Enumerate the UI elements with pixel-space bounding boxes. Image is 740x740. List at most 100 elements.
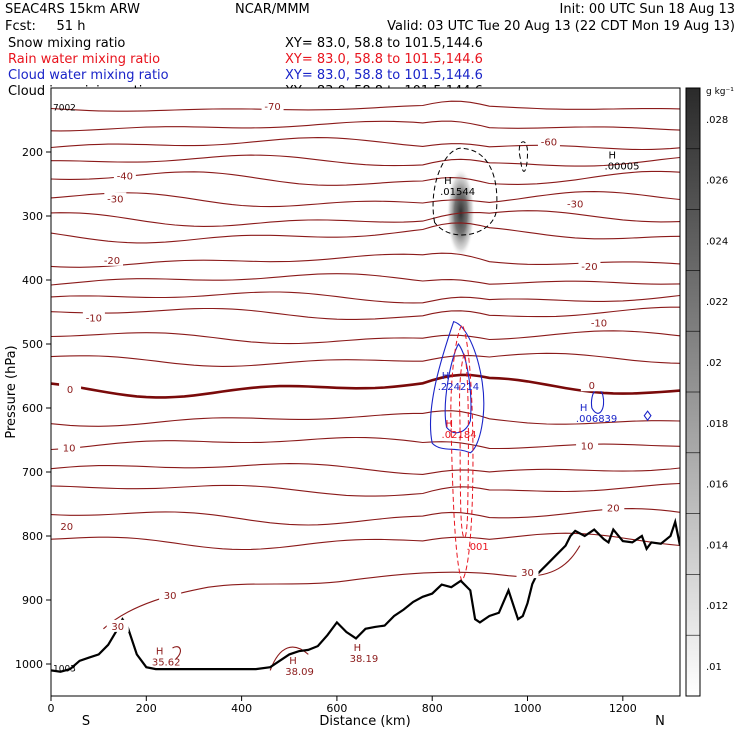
corner-label: 1003 [53,665,76,675]
y-tick-label: 400 [22,274,43,287]
field-cross-section-coords: XY= 83.0, 58.8 to 101.5,144.6 [285,36,483,51]
extremum-marker: H [580,403,588,414]
isotherm-line [51,210,680,227]
isotherm-line [51,273,680,286]
isotherm-label: 0 [67,385,73,396]
corner-label: 7002 [53,103,76,113]
isotherm-line [51,373,680,399]
y-tick-label: 600 [22,402,43,415]
colorbar-tick-label: .01 [706,662,722,673]
isotherm-line [51,482,680,497]
isotherm-label-bg [537,135,560,148]
isotherm-label-bg [113,169,136,182]
isotherm-line [51,137,680,151]
colorbar-tick-label: .012 [706,601,728,612]
x-axis-south-label: S [82,714,90,729]
plot-area [51,88,680,696]
isotherm-label-bg [564,197,587,210]
extremum-value: 38.09 [285,667,314,678]
extremum-value: 35.62 [152,657,181,668]
isotherm-label-bg [578,260,601,273]
header-valid-time: Valid: 03 UTC Tue 20 Aug 13 (22 CDT Mon … [387,19,735,34]
isotherm-label: -20 [581,262,597,273]
isotherm-line [51,222,680,244]
header-init-time: Init: 00 UTC Sun 18 Aug 13 [560,2,735,17]
field-cross-section-coords: XY= 83.0, 58.8 to 101.5,144.6 [285,68,483,83]
header-model-title: SEAC4RS 15km ARW [5,2,140,17]
x-axis-label: Distance (km) [319,714,410,729]
x-tick-label: 0 [48,702,55,715]
colorbar-tick-label: .028 [706,115,728,126]
cloud-water-contour [590,388,605,414]
isotherm-label-bg [580,379,603,392]
contour-annotations: -70 -60 -40 -30 -30 -20 -20 -10 -10 0 0 10 10 20 20 30 3… [53,100,640,678]
isotherm-line [51,306,680,320]
extremum-marker: H [609,150,617,161]
isotherm-label: 10 [581,441,594,452]
field-cross-section-coords: XY= 83.0, 58.8 to 101.5,144.6 [285,52,483,67]
isotherm-line [51,436,680,451]
isotherm-label: -60 [541,137,557,148]
hydrometeor-contours [429,141,652,582]
isotherm-line [51,352,680,367]
isotherm-label: -30 [567,199,583,210]
plot-frame [50,87,681,697]
y-axis-label: Pressure (hPa) [4,345,19,438]
isotherm-label: 30 [111,622,124,633]
cloud-water-contour [643,410,652,422]
y-tick-label: 700 [22,466,43,479]
isotherm-label: 30 [521,568,534,579]
y-tick-label: 500 [22,338,43,351]
terrain-profile [51,517,680,673]
extremum-marker: H [354,643,362,654]
colorbar-tick-label: .022 [706,297,728,308]
x-tick-label: 800 [422,702,443,715]
isotherm-line [172,646,181,660]
extremum-value: .006839 [576,414,617,425]
isotherm-label: 10 [63,443,76,454]
isotherm-label-bg [104,192,127,205]
rain-water-contour [459,352,469,539]
colorbar-tick-label: .016 [706,480,728,491]
isotherm-line [51,532,680,551]
extremum-marker: H [289,656,297,667]
isotherm-line [51,291,680,304]
cloud-ice-contour [518,141,529,172]
x-tick-label: 1200 [609,702,637,715]
isotherm-label: -10 [86,313,102,324]
isotherm-line [51,100,680,112]
y-tick-label: 200 [22,146,43,159]
axes: 0 200 400 600 800 1000 12002003004005006007008… [15,146,637,715]
isotherm-label-bg [82,311,105,324]
x-tick-label: 200 [136,702,157,715]
colorbar-tick-label: .024 [706,236,728,247]
isotherm-label: -10 [591,319,607,330]
field-name: Rain water mixing ratio [8,52,160,67]
x-axis-north-label: N [655,714,665,729]
isotherm-label: -70 [264,102,280,113]
extremum-marker: H [156,646,164,657]
y-tick-label: 900 [22,594,43,607]
isotherm-label-bg [58,441,81,454]
isotherm-label: 0 [589,381,595,392]
isotherm-line [51,508,680,526]
extremum-marker: H [446,419,454,430]
cloud-ice-contour [432,147,498,236]
y-tick-label: 300 [22,210,43,223]
extremum-value: .00005 [605,161,640,172]
extremum-value: .02184 [442,430,477,441]
y-tick-label: 800 [22,530,43,543]
colorbar-tick-label: .014 [706,540,728,551]
cloud-water-contour [429,320,485,454]
x-tick-label: 1000 [514,702,542,715]
extremum-marker: H [444,176,452,187]
isotherm-line [51,191,680,208]
isotherm-line [51,252,680,268]
isotherm-label-bg [587,316,610,329]
isotherm-label-bg [100,253,123,266]
extremum-marker: H [442,371,450,382]
isotherm-label-bg [59,383,82,396]
isotherm-label-bg [576,439,599,452]
isotherm-label: -20 [104,256,120,267]
